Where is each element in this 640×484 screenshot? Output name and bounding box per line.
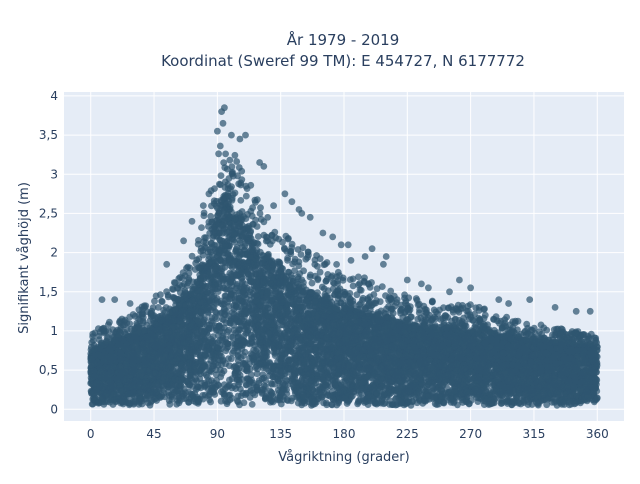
scatter-point <box>228 355 235 362</box>
chart-title-line-1: År 1979 - 2019 <box>287 30 400 49</box>
chart-title-line-2: Koordinat (Sweref 99 TM): E 454727, N 61… <box>161 52 525 70</box>
